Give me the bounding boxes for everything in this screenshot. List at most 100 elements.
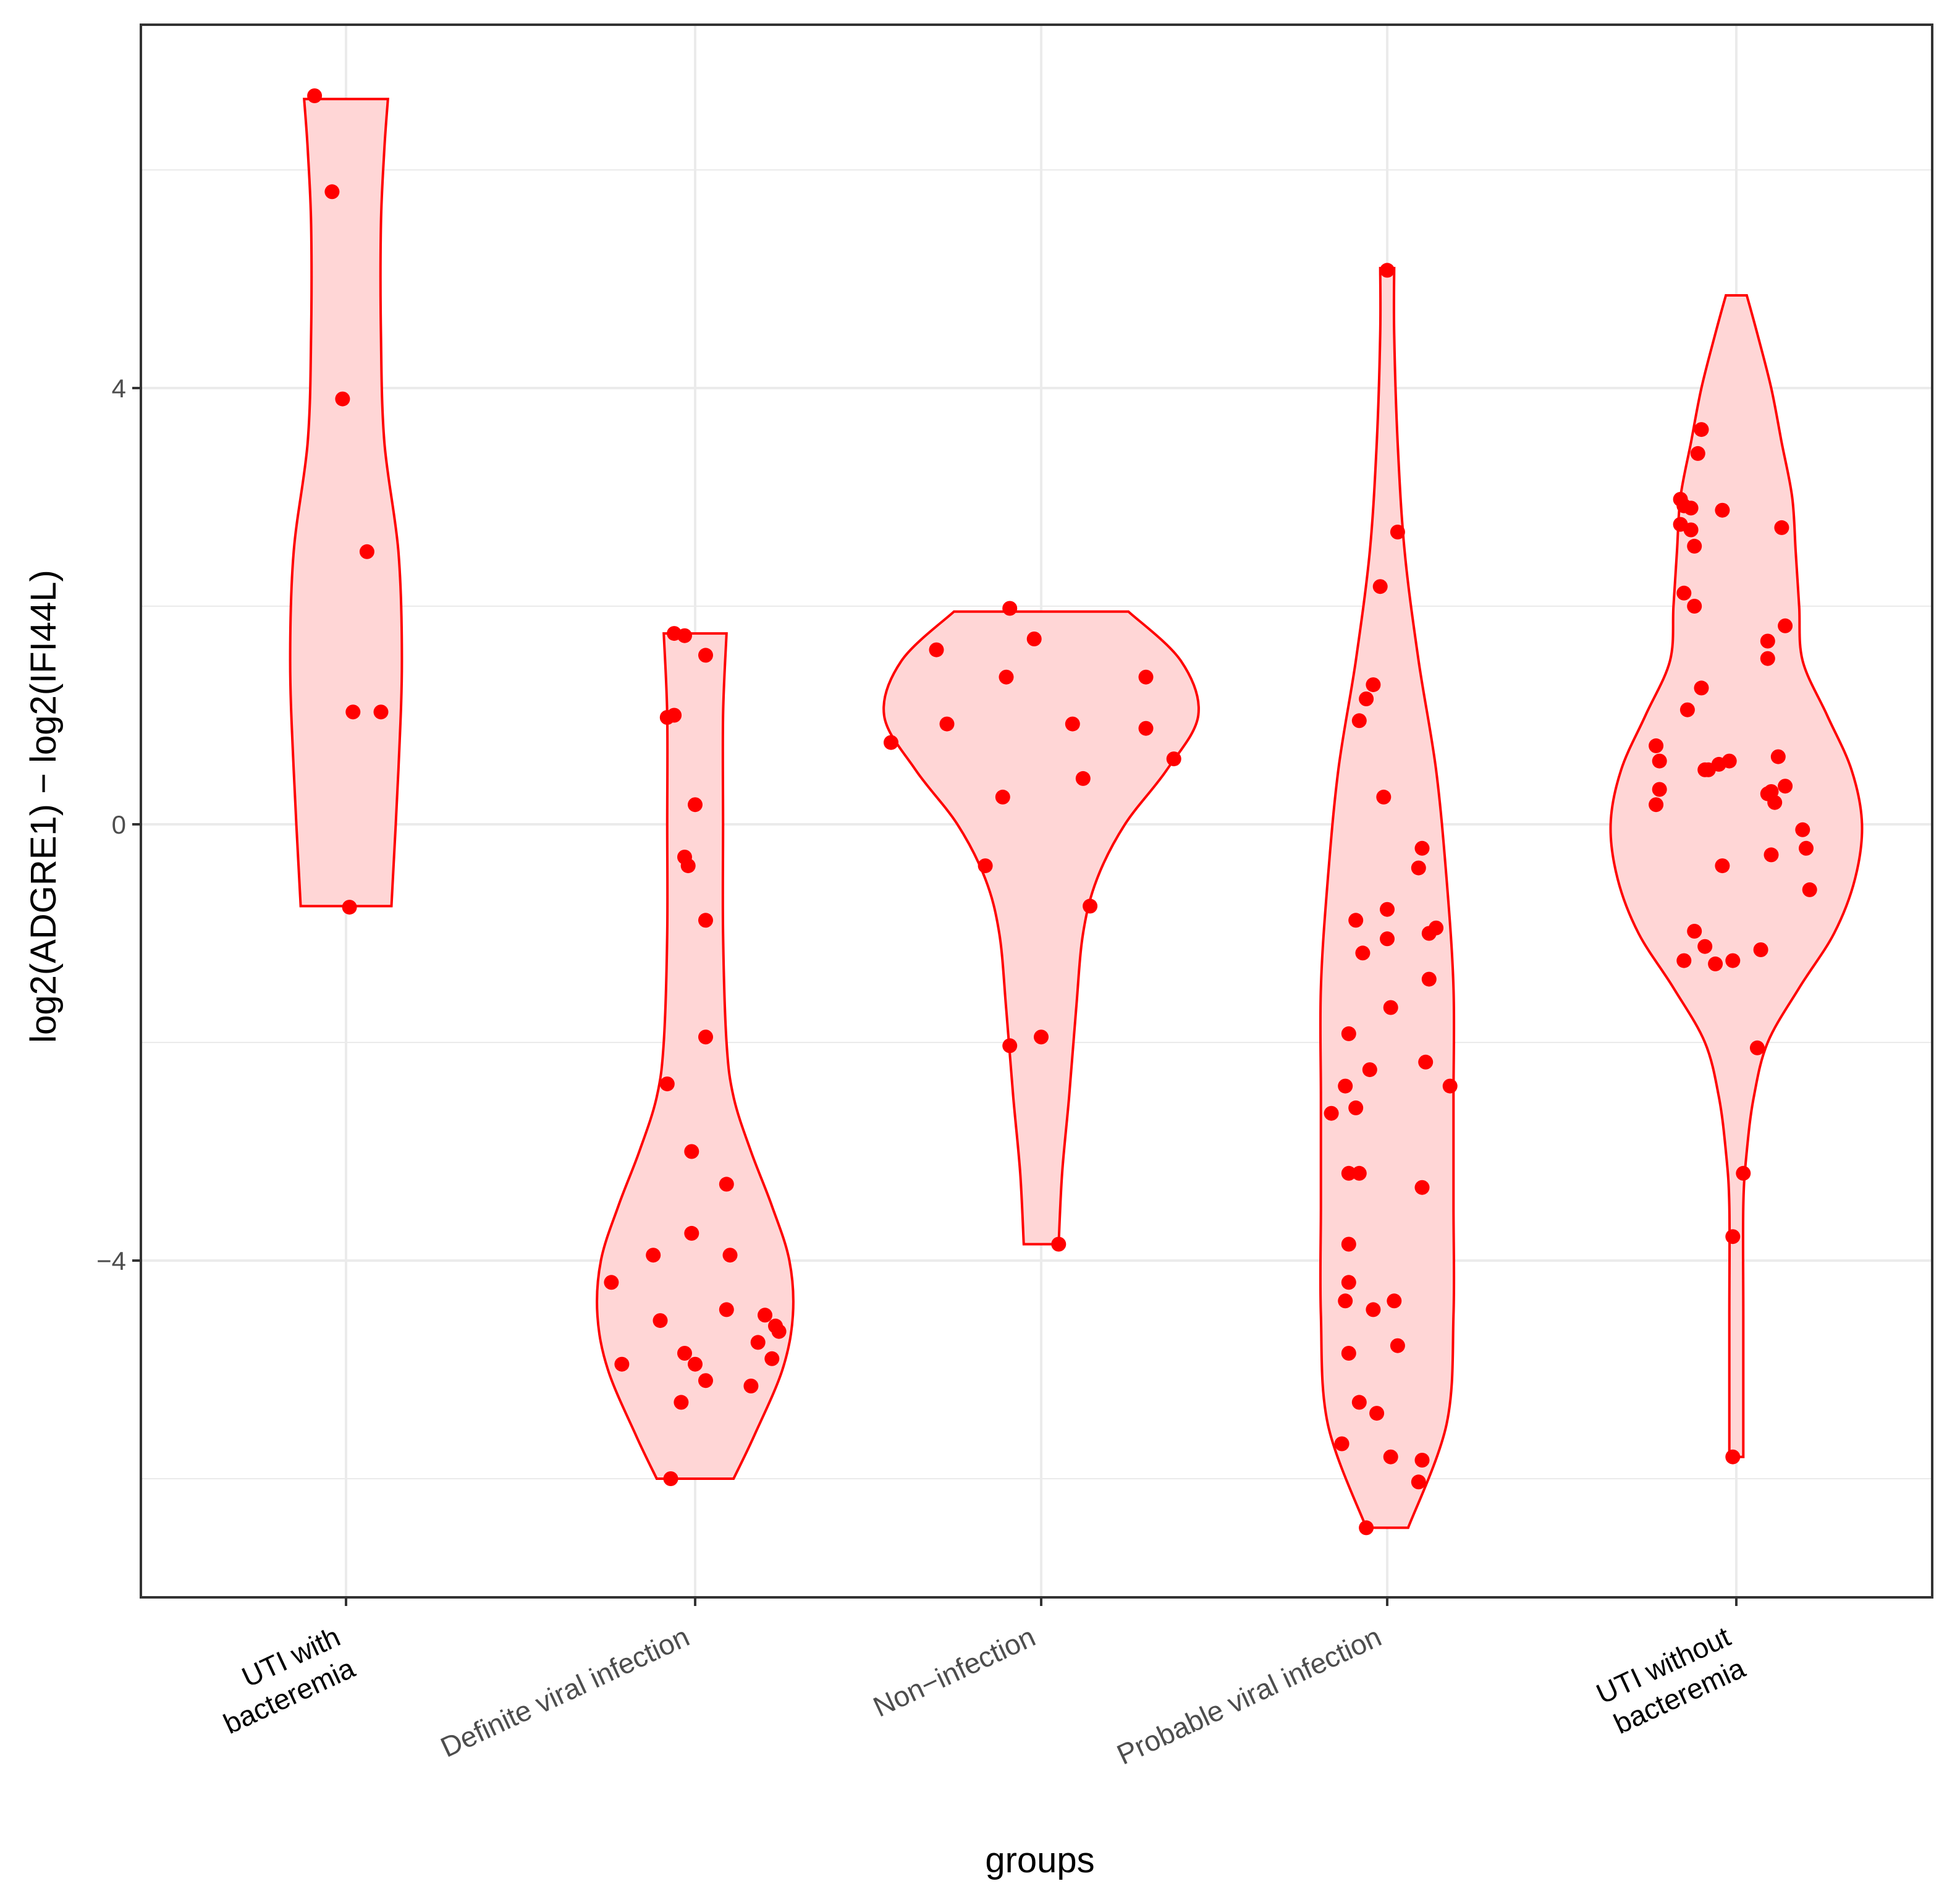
violin-2: [596, 632, 795, 1480]
point-g5-21: [1715, 502, 1730, 518]
y-tick-label: −4: [96, 1246, 126, 1275]
point-g5-34: [1764, 847, 1779, 863]
point-g1-3: [335, 391, 350, 407]
point-g2-12: [659, 1076, 675, 1092]
point-g3-9: [884, 735, 898, 750]
point-g5-25: [1760, 651, 1775, 666]
violin-4: [1319, 266, 1456, 1529]
point-g2-27: [743, 1379, 759, 1393]
point-g4-18: [1341, 1026, 1356, 1041]
data-points: [307, 88, 1817, 1536]
point-g5-37: [1697, 939, 1713, 954]
point-g3-13: [978, 858, 993, 874]
point-g2-14: [684, 1225, 699, 1241]
point-g5-28: [1778, 779, 1793, 794]
point-g4-14: [1348, 913, 1364, 928]
point-g2-1: [663, 1471, 678, 1486]
point-g5-2: [1690, 446, 1705, 461]
point-g5-11: [1649, 797, 1664, 813]
point-g4-12: [1421, 971, 1437, 987]
x-tick-label: Non−infection: [868, 1620, 1040, 1723]
point-g1-1: [307, 88, 323, 103]
point-g4-37: [1334, 1436, 1350, 1452]
point-g2-23: [614, 1356, 630, 1372]
point-g5-38: [1708, 956, 1723, 971]
point-g4-13: [1380, 902, 1395, 917]
point-g3-15: [1002, 1038, 1018, 1054]
point-g5-5: [1683, 501, 1699, 516]
point-g2-4: [698, 648, 713, 663]
point-g4-25: [1341, 1165, 1356, 1181]
point-g5-45: [1725, 953, 1741, 968]
point-g5-10: [1687, 599, 1702, 614]
point-g5-41: [1749, 1040, 1765, 1055]
x-tick-label-line: Non−infection: [868, 1620, 1040, 1723]
point-g5-31: [1795, 822, 1810, 837]
point-g4-15: [1380, 931, 1395, 947]
point-g5-23: [1778, 618, 1793, 633]
point-g2-20: [719, 1302, 734, 1317]
point-g5-12: [1649, 738, 1664, 753]
point-g4-1: [1380, 263, 1395, 278]
point-g5-44: [1725, 1449, 1741, 1464]
point-g3-1: [1002, 601, 1018, 616]
point-g3-3: [929, 642, 944, 657]
point-g3-17: [1051, 1236, 1067, 1252]
point-g5-1: [1694, 422, 1709, 437]
violins: [289, 98, 1864, 1529]
point-g2-3: [677, 628, 692, 643]
point-g3-16: [1034, 1029, 1049, 1045]
point-g5-36: [1687, 924, 1702, 939]
point-g3-8: [1138, 721, 1154, 736]
violin-1: [289, 98, 403, 908]
point-g4-16: [1355, 945, 1371, 961]
point-g5-9: [1676, 585, 1692, 601]
point-g3-7: [1065, 716, 1080, 732]
point-g4-41: [1359, 1520, 1374, 1536]
point-g4-40: [1411, 1474, 1426, 1490]
point-g3-4: [999, 669, 1014, 685]
x-tick-label-line: Definite viral infection: [436, 1620, 694, 1764]
point-g5-30: [1760, 786, 1775, 801]
point-g4-27: [1414, 1180, 1430, 1195]
y-axis-title: log2(ADGRE1) − log2(IFI44L): [23, 570, 64, 1043]
point-g4-7: [1376, 789, 1392, 805]
point-g4-30: [1338, 1293, 1353, 1309]
x-axis-title: groups: [985, 1840, 1094, 1880]
violin-5: [1609, 294, 1864, 1458]
panel-border: [140, 23, 1933, 1599]
point-g2-30: [750, 1335, 766, 1350]
point-g5-42: [1736, 1165, 1751, 1181]
x-tick-label: Definite viral infection: [436, 1620, 694, 1764]
point-g1-4: [359, 544, 374, 559]
point-g2-24: [677, 1346, 692, 1361]
point-g5-13: [1652, 753, 1667, 769]
y-tick-label: 4: [112, 374, 126, 403]
point-g3-6: [939, 716, 955, 732]
x-tick-label-line: Probable viral infection: [1112, 1620, 1386, 1771]
point-g4-23: [1348, 1100, 1364, 1115]
point-g2-21: [758, 1308, 772, 1323]
point-g3-2: [1026, 632, 1042, 646]
point-g5-32: [1799, 840, 1814, 856]
point-g4-35: [1351, 1395, 1367, 1410]
point-g4-3: [1372, 579, 1388, 594]
point-g2-16: [646, 1248, 661, 1263]
point-g5-35: [1715, 858, 1730, 874]
point-g4-36: [1369, 1406, 1385, 1421]
point-g5-19: [1721, 753, 1737, 769]
point-g4-4: [1366, 677, 1381, 693]
point-g1-2: [324, 184, 340, 200]
point-g3-12: [1075, 771, 1091, 786]
point-g4-33: [1341, 1346, 1356, 1361]
point-g5-33: [1802, 882, 1817, 897]
point-g2-7: [688, 797, 703, 813]
point-g2-29: [674, 1395, 689, 1410]
point-g5-43: [1725, 1229, 1741, 1245]
point-g2-11: [698, 1029, 713, 1045]
point-g4-24: [1324, 1105, 1339, 1121]
point-g5-40: [1753, 942, 1768, 957]
point-g4-21: [1338, 1078, 1353, 1094]
point-g4-28: [1341, 1236, 1356, 1252]
